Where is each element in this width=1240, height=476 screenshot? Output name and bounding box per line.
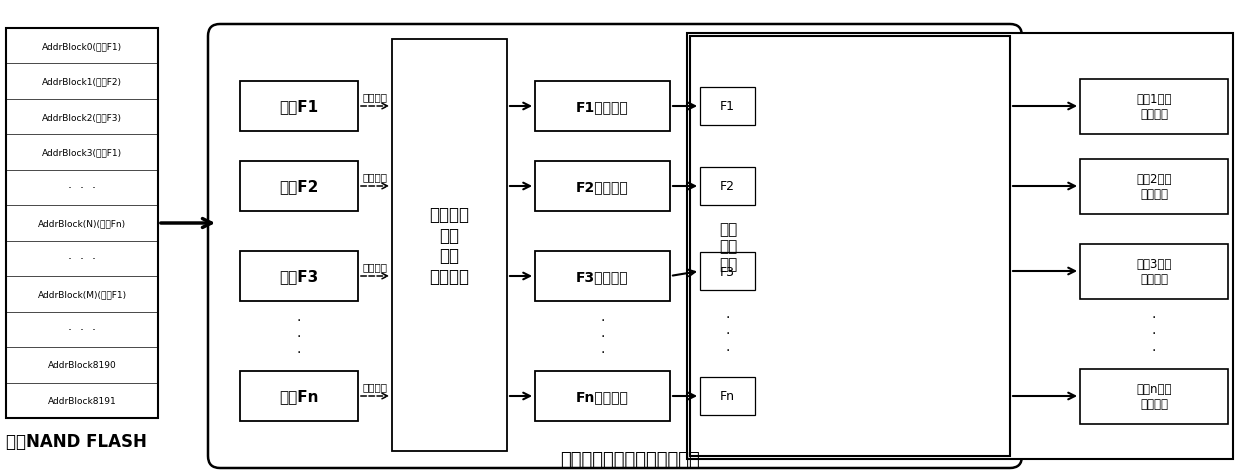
Text: 文件n数据
输出通道: 文件n数据 输出通道	[1136, 382, 1172, 410]
FancyBboxPatch shape	[208, 25, 1022, 468]
Text: 文件3数据
输出通道: 文件3数据 输出通道	[1136, 258, 1172, 286]
Bar	[1080, 79, 1228, 134]
Text: AddrBlock(M)(文件F1): AddrBlock(M)(文件F1)	[37, 290, 126, 299]
Bar	[1080, 159, 1228, 214]
Text: ·  ·  ·: · · ·	[68, 323, 95, 336]
Text: AddrBlock(N)(文件Fn): AddrBlock(N)(文件Fn)	[38, 219, 126, 228]
Text: AddrBlock1(文件F2): AddrBlock1(文件F2)	[42, 78, 122, 87]
Text: F2数据缓存: F2数据缓存	[577, 179, 629, 194]
Bar	[534, 82, 670, 132]
Text: 文件1数据
输出通道: 文件1数据 输出通道	[1136, 93, 1172, 121]
Bar	[687, 34, 1233, 459]
Bar	[534, 162, 670, 211]
Text: 分时输出: 分时输出	[362, 172, 387, 182]
Text: ·
·
·: · · ·	[1152, 311, 1156, 357]
Bar	[701, 377, 755, 415]
Text: F2: F2	[720, 180, 735, 193]
Text: ·  ·  ·: · · ·	[68, 252, 95, 266]
Text: AddrBlock8191: AddrBlock8191	[47, 396, 117, 405]
Text: 固存NAND FLASH: 固存NAND FLASH	[6, 432, 146, 450]
Bar	[701, 88, 755, 126]
Text: Fn: Fn	[720, 390, 735, 403]
Bar	[241, 251, 358, 301]
Bar	[1080, 244, 1228, 299]
Text: 文件F2: 文件F2	[279, 179, 319, 194]
Text: 文件F1: 文件F1	[279, 99, 319, 114]
Bar	[241, 371, 358, 421]
Text: AddrBlock3(文件F1): AddrBlock3(文件F1)	[42, 149, 122, 157]
Text: 文件F3: 文件F3	[279, 269, 319, 284]
Bar	[689, 37, 1011, 456]
Bar	[701, 168, 755, 206]
Text: F1数据缓存: F1数据缓存	[577, 100, 629, 114]
Text: 数据
输出
调度: 数据 输出 调度	[719, 222, 737, 271]
Text: AddrBlock8190: AddrBlock8190	[47, 360, 117, 369]
Text: 分时输出: 分时输出	[362, 381, 387, 391]
Text: ·  ·  ·: · · ·	[68, 182, 95, 195]
Text: ·
·
·: · · ·	[296, 313, 301, 359]
Bar	[701, 252, 755, 290]
Bar	[1080, 369, 1228, 424]
Text: AddrBlock0(文件F1): AddrBlock0(文件F1)	[42, 42, 122, 51]
Text: 文件2数据
输出通道: 文件2数据 输出通道	[1136, 173, 1172, 200]
Text: AddrBlock2(文件F3): AddrBlock2(文件F3)	[42, 113, 122, 122]
Text: 分时输出: 分时输出	[362, 92, 387, 102]
Text: F3数据缓存: F3数据缓存	[577, 269, 629, 283]
Text: F1: F1	[720, 100, 735, 113]
Text: 多文件数据输出的数据流控制: 多文件数据输出的数据流控制	[560, 450, 699, 468]
Text: ·
·
·: · · ·	[725, 311, 729, 357]
Text: ·
·
·: · · ·	[600, 313, 605, 359]
Text: 分时输出: 分时输出	[362, 261, 387, 271]
Text: F3: F3	[720, 265, 735, 278]
Bar	[6, 29, 157, 418]
Text: Fn数据缓存: Fn数据缓存	[577, 389, 629, 403]
Bar	[241, 162, 358, 211]
Bar	[392, 40, 507, 451]
Text: 多源文件
管理
系统
（固放）: 多源文件 管理 系统 （固放）	[429, 205, 470, 286]
Bar	[241, 82, 358, 132]
Bar	[534, 251, 670, 301]
Text: 文件Fn: 文件Fn	[279, 389, 319, 404]
Bar	[534, 371, 670, 421]
